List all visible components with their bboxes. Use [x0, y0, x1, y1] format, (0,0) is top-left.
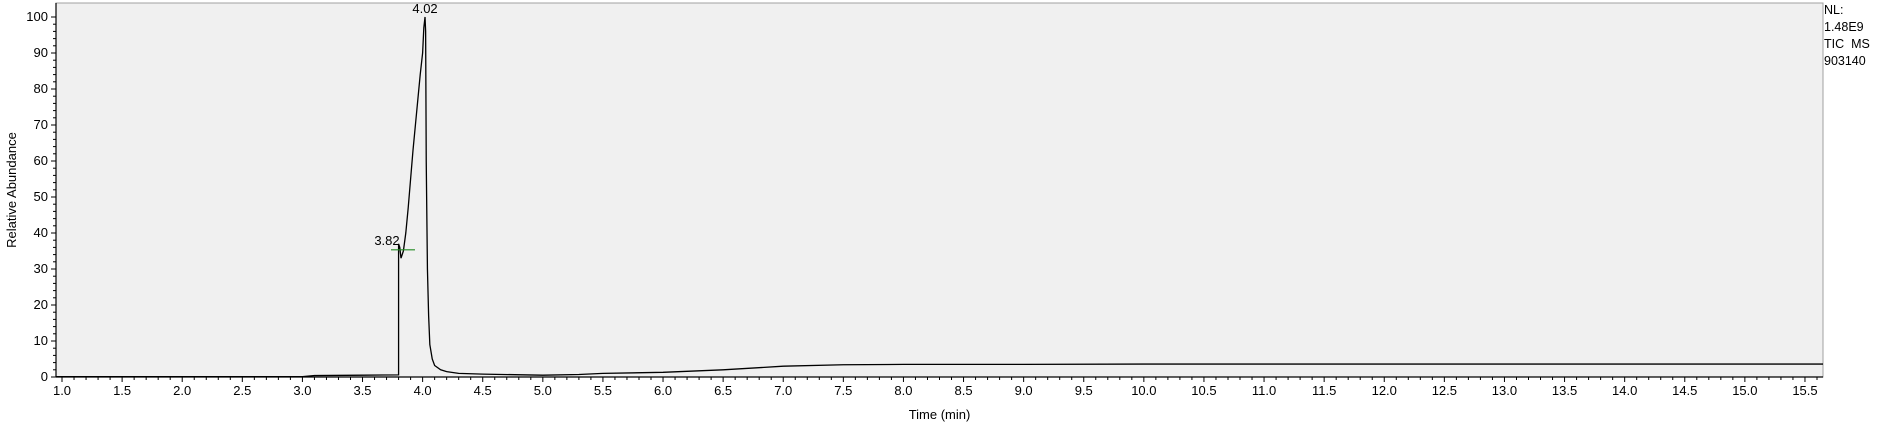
x-tick-label: 15.0	[1732, 383, 1757, 398]
y-tick-label: 90	[34, 45, 48, 60]
x-tick-label: 8.5	[955, 383, 973, 398]
x-tick-label: 15.5	[1792, 383, 1817, 398]
x-tick-label: 9.0	[1015, 383, 1033, 398]
peak-label: 4.02	[412, 1, 437, 16]
y-tick-label: 70	[34, 117, 48, 132]
x-tick-label: 11.0	[1252, 383, 1276, 398]
x-tick-label: 10.5	[1191, 383, 1216, 398]
x-tick-label: 2.0	[173, 383, 191, 398]
x-tick-label: 7.0	[774, 383, 792, 398]
x-tick-label: 12.0	[1372, 383, 1397, 398]
y-tick-label: 0	[41, 369, 48, 384]
info-panel: NL: 1.48E9 TIC MS 903140	[1824, 2, 1870, 70]
x-tick-label: 3.5	[353, 383, 371, 398]
y-tick-label: 50	[34, 189, 48, 204]
y-tick-label: 100	[26, 9, 48, 24]
x-tick-label: 7.5	[834, 383, 852, 398]
y-tick-label: 40	[34, 225, 48, 240]
x-tick-label: 4.5	[474, 383, 492, 398]
peak-label: 3.82	[374, 233, 399, 248]
x-tick-label: 13.5	[1552, 383, 1577, 398]
x-tick-label: 14.5	[1672, 383, 1697, 398]
x-tick-label: 10.0	[1131, 383, 1156, 398]
x-tick-label: 2.5	[233, 383, 251, 398]
x-axis-title: Time (min)	[909, 407, 971, 422]
x-tick-label: 12.5	[1432, 383, 1457, 398]
x-tick-label: 5.0	[534, 383, 552, 398]
nl-label: NL:	[1824, 2, 1870, 19]
nl-value: 1.48E9	[1824, 19, 1870, 36]
y-tick-label: 30	[34, 261, 48, 276]
x-tick-label: 13.0	[1492, 383, 1517, 398]
x-tick-label: 6.5	[714, 383, 732, 398]
plot-area	[56, 3, 1823, 377]
x-tick-label: 3.0	[293, 383, 311, 398]
file-id: 903140	[1824, 53, 1870, 70]
y-tick-label: 10	[34, 333, 48, 348]
x-tick-label: 14.0	[1612, 383, 1637, 398]
x-tick-label: 4.0	[414, 383, 432, 398]
x-tick-label: 1.5	[113, 383, 131, 398]
scan-filter: TIC MS	[1824, 36, 1870, 53]
y-tick-label: 60	[34, 153, 48, 168]
y-tick-label: 80	[34, 81, 48, 96]
y-axis-title: Relative Abundance	[4, 132, 19, 248]
x-tick-label: 1.0	[53, 383, 71, 398]
y-axis: 0 10 20 30 40 50 60 70 80 90 100	[26, 3, 56, 384]
x-tick-label: 9.5	[1075, 383, 1093, 398]
x-axis: 1.0 1.5 2.0 2.5 3.0 3.5 4.0 4.5 5.0 5.5 6.0 6.5 7.0 7…	[53, 377, 1823, 398]
x-tick-label: 8.0	[894, 383, 912, 398]
x-tick-label: 6.0	[654, 383, 672, 398]
y-tick-label: 20	[34, 297, 48, 312]
x-tick-label: 5.5	[594, 383, 612, 398]
x-tick-label: 11.5	[1312, 383, 1336, 398]
